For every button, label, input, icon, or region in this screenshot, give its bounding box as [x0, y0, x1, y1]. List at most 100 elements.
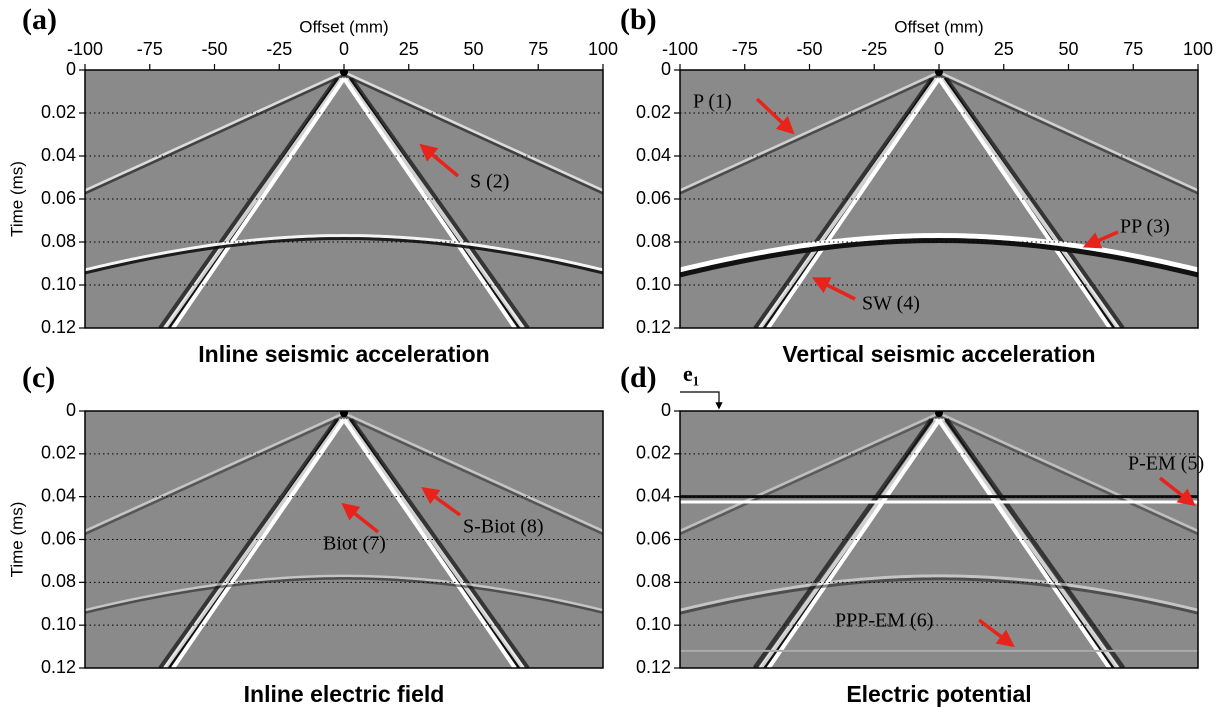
wave: [85, 71, 345, 192]
annotation: S (2): [470, 171, 509, 193]
y-tick-label: 0.02: [636, 102, 671, 122]
y-tick-label: 0.06: [41, 188, 76, 208]
y-tick-label: 0.04: [636, 145, 671, 165]
x-tick-label: -25: [861, 39, 887, 59]
wave: [680, 71, 940, 192]
x-tick-label: -100: [67, 39, 103, 59]
wave: [680, 74, 940, 195]
wave: [344, 77, 525, 328]
y-tick-label: 0.08: [41, 571, 76, 591]
wave: [342, 418, 517, 668]
y-tick-label: 0.02: [41, 102, 76, 122]
wave: [158, 418, 339, 668]
panel-label: (d): [620, 361, 657, 394]
x-tick-label: 75: [1123, 39, 1143, 59]
wavefield: [85, 70, 603, 328]
wave: [85, 577, 603, 614]
x-tick-label: 25: [994, 39, 1014, 59]
plot-frame: [679, 410, 1199, 669]
wave: [758, 418, 939, 668]
wave: [158, 77, 339, 328]
panel-title: Vertical seismic acceleration: [782, 341, 1095, 367]
source: [340, 70, 348, 77]
wave: [753, 77, 934, 328]
wave: [680, 412, 940, 533]
x-axis-label: Offset (mm): [894, 17, 983, 36]
y-tick-label: 0.12: [636, 317, 671, 337]
wave: [342, 77, 517, 328]
arrow: [1082, 230, 1119, 249]
x-tick-label: 0: [934, 39, 944, 59]
wave: [343, 74, 603, 195]
y-tick-label: 0.02: [41, 443, 76, 463]
x-tick-label: -50: [796, 39, 822, 59]
wave: [938, 412, 1198, 533]
y-axis-label: Time (ms): [7, 161, 26, 237]
wavefield: [680, 70, 1198, 328]
wave: [944, 77, 1125, 328]
y-tick-label: 0.08: [636, 231, 671, 251]
x-tick-label: -75: [732, 39, 758, 59]
x-tick-label: 50: [1058, 39, 1078, 59]
y-tick-label: 0.06: [636, 188, 671, 208]
wave: [163, 418, 344, 668]
wave: [171, 418, 346, 668]
y-tick-label: 0.06: [636, 528, 671, 548]
y-tick-label: 0: [661, 400, 671, 420]
y-tick-label: 0: [661, 59, 671, 79]
wavefield: [85, 411, 603, 668]
e1-arrow: [680, 391, 723, 410]
arrow: [811, 277, 856, 301]
x-tick-label: 0: [339, 39, 349, 59]
arrow: [755, 97, 795, 135]
plot-frame: [84, 69, 604, 329]
y-tick-label: 0.10: [41, 274, 76, 294]
wave: [343, 412, 603, 533]
source: [935, 70, 943, 77]
wave: [680, 415, 940, 536]
wave: [938, 415, 1198, 536]
source: [340, 411, 348, 418]
annotation: SW (4): [862, 293, 920, 315]
wave: [944, 418, 1125, 668]
y-tick-label: 0.10: [636, 274, 671, 294]
wave: [680, 233, 1198, 273]
wave: [349, 77, 530, 328]
annotation: PP (3): [1120, 216, 1170, 238]
annotation: S-Biot (8): [463, 516, 544, 538]
wave: [343, 71, 603, 192]
y-tick-label: 0.08: [636, 571, 671, 591]
x-tick-label: -75: [137, 39, 163, 59]
y-tick-label: 0.02: [636, 443, 671, 463]
wave: [939, 418, 1120, 668]
x-tick-label: -100: [662, 39, 698, 59]
wave: [680, 238, 1198, 278]
annotation: P (1): [693, 91, 732, 113]
panel-label: (c): [22, 361, 55, 394]
y-tick-label: 0.12: [636, 657, 671, 677]
wave: [85, 415, 345, 536]
y-tick-label: 0.12: [41, 317, 76, 337]
wave: [753, 418, 934, 668]
wave: [349, 418, 530, 668]
annotation: P-EM (5): [1128, 453, 1204, 475]
wave: [85, 234, 603, 272]
wave: [85, 412, 345, 533]
wave: [85, 74, 345, 195]
annotation: Biot (7): [323, 533, 386, 555]
wave: [171, 77, 346, 328]
x-tick-label: 100: [1183, 39, 1213, 59]
x-axis-label: Offset (mm): [299, 17, 388, 36]
y-tick-label: 0.12: [41, 657, 76, 677]
wave: [680, 577, 1198, 615]
e1-label: e₁: [683, 361, 699, 386]
x-tick-label: 50: [463, 39, 483, 59]
y-tick-label: 0.04: [41, 485, 76, 505]
wave: [936, 418, 1112, 668]
plot-frame: [84, 410, 604, 669]
wave: [344, 418, 525, 668]
y-tick-label: 0.10: [636, 614, 671, 634]
arrow: [977, 618, 1015, 648]
panel-title: Inline electric field: [244, 681, 445, 707]
